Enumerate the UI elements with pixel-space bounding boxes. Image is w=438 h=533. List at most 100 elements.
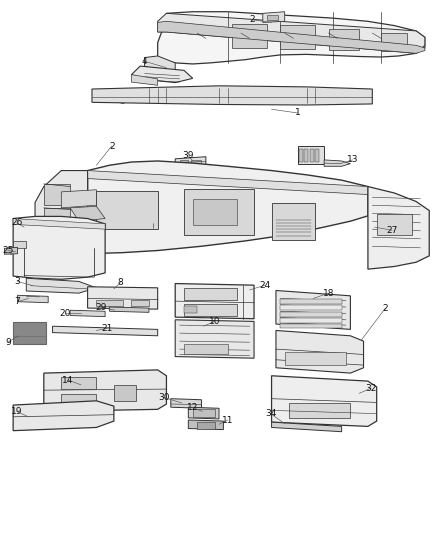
Bar	[191, 160, 201, 167]
Polygon shape	[158, 21, 425, 53]
Text: 9: 9	[5, 338, 11, 346]
Bar	[193, 409, 215, 417]
Polygon shape	[61, 190, 96, 208]
Bar	[193, 199, 237, 225]
Bar	[184, 304, 237, 316]
Polygon shape	[26, 278, 96, 293]
Polygon shape	[88, 171, 368, 195]
Text: 12: 12	[187, 403, 198, 411]
Bar	[289, 403, 350, 418]
Text: 3: 3	[14, 277, 21, 286]
Text: 18: 18	[323, 289, 334, 297]
Polygon shape	[131, 75, 158, 85]
Bar	[310, 149, 314, 162]
Bar	[44, 208, 70, 229]
Polygon shape	[70, 206, 105, 221]
Text: 25: 25	[2, 246, 14, 255]
Bar	[280, 25, 315, 49]
Text: 2: 2	[109, 142, 114, 150]
Bar	[96, 191, 158, 229]
Bar	[184, 189, 254, 235]
Polygon shape	[88, 161, 368, 254]
Text: 34: 34	[265, 409, 276, 418]
Circle shape	[276, 91, 285, 101]
Bar	[197, 422, 215, 429]
Bar	[184, 288, 237, 300]
Polygon shape	[272, 422, 342, 432]
Bar	[114, 385, 136, 401]
Polygon shape	[92, 86, 372, 105]
Polygon shape	[88, 287, 158, 309]
Bar	[13, 322, 46, 344]
Polygon shape	[110, 307, 149, 312]
Polygon shape	[272, 376, 377, 426]
Polygon shape	[18, 295, 48, 303]
Polygon shape	[70, 310, 105, 317]
Polygon shape	[158, 12, 425, 64]
Text: 1: 1	[295, 109, 301, 117]
Polygon shape	[276, 330, 364, 373]
Polygon shape	[188, 420, 223, 430]
Text: 8: 8	[117, 278, 124, 287]
Bar	[280, 324, 342, 328]
Bar	[267, 15, 278, 20]
Bar	[381, 33, 407, 51]
Bar	[61, 377, 96, 389]
Text: 14: 14	[62, 376, 74, 384]
Bar	[285, 352, 346, 365]
Text: 11: 11	[222, 416, 233, 424]
Bar	[180, 160, 188, 167]
Polygon shape	[13, 216, 105, 279]
Polygon shape	[131, 66, 193, 83]
Polygon shape	[188, 407, 219, 419]
Text: 24: 24	[259, 281, 271, 289]
Bar	[96, 300, 123, 306]
Circle shape	[8, 247, 14, 254]
Bar	[184, 344, 228, 354]
Bar	[377, 214, 412, 235]
Bar	[280, 318, 342, 323]
Text: 27: 27	[386, 226, 398, 235]
Text: 26: 26	[11, 219, 22, 227]
Bar	[280, 299, 342, 304]
Circle shape	[334, 92, 341, 101]
Bar	[44, 184, 70, 205]
Polygon shape	[324, 160, 350, 166]
Text: 30: 30	[159, 393, 170, 402]
Bar	[299, 149, 303, 162]
Polygon shape	[175, 320, 254, 358]
Bar	[280, 305, 342, 310]
Polygon shape	[175, 157, 206, 168]
Polygon shape	[171, 399, 201, 408]
Polygon shape	[13, 401, 114, 431]
Polygon shape	[35, 171, 88, 254]
Polygon shape	[175, 284, 254, 319]
Circle shape	[117, 91, 128, 103]
Text: 29: 29	[95, 303, 106, 311]
Bar	[61, 394, 96, 406]
Text: 39: 39	[183, 151, 194, 160]
Text: 2: 2	[249, 15, 254, 24]
Bar	[272, 203, 315, 240]
Text: 4: 4	[142, 57, 147, 66]
Bar	[315, 149, 319, 162]
Bar	[131, 300, 149, 306]
Polygon shape	[145, 56, 175, 75]
Text: 19: 19	[11, 407, 22, 416]
Polygon shape	[368, 187, 429, 269]
Bar	[298, 146, 324, 164]
Bar	[328, 29, 359, 50]
Polygon shape	[4, 247, 18, 254]
Text: 7: 7	[14, 297, 21, 306]
Bar	[280, 312, 342, 317]
Bar	[232, 24, 267, 48]
Text: 20: 20	[59, 309, 71, 318]
Polygon shape	[13, 219, 105, 229]
Text: 2: 2	[383, 304, 388, 312]
Text: 13: 13	[347, 156, 358, 164]
Text: 10: 10	[209, 317, 220, 326]
Bar	[304, 149, 308, 162]
Polygon shape	[44, 370, 166, 411]
Polygon shape	[263, 12, 285, 22]
Polygon shape	[53, 326, 158, 336]
